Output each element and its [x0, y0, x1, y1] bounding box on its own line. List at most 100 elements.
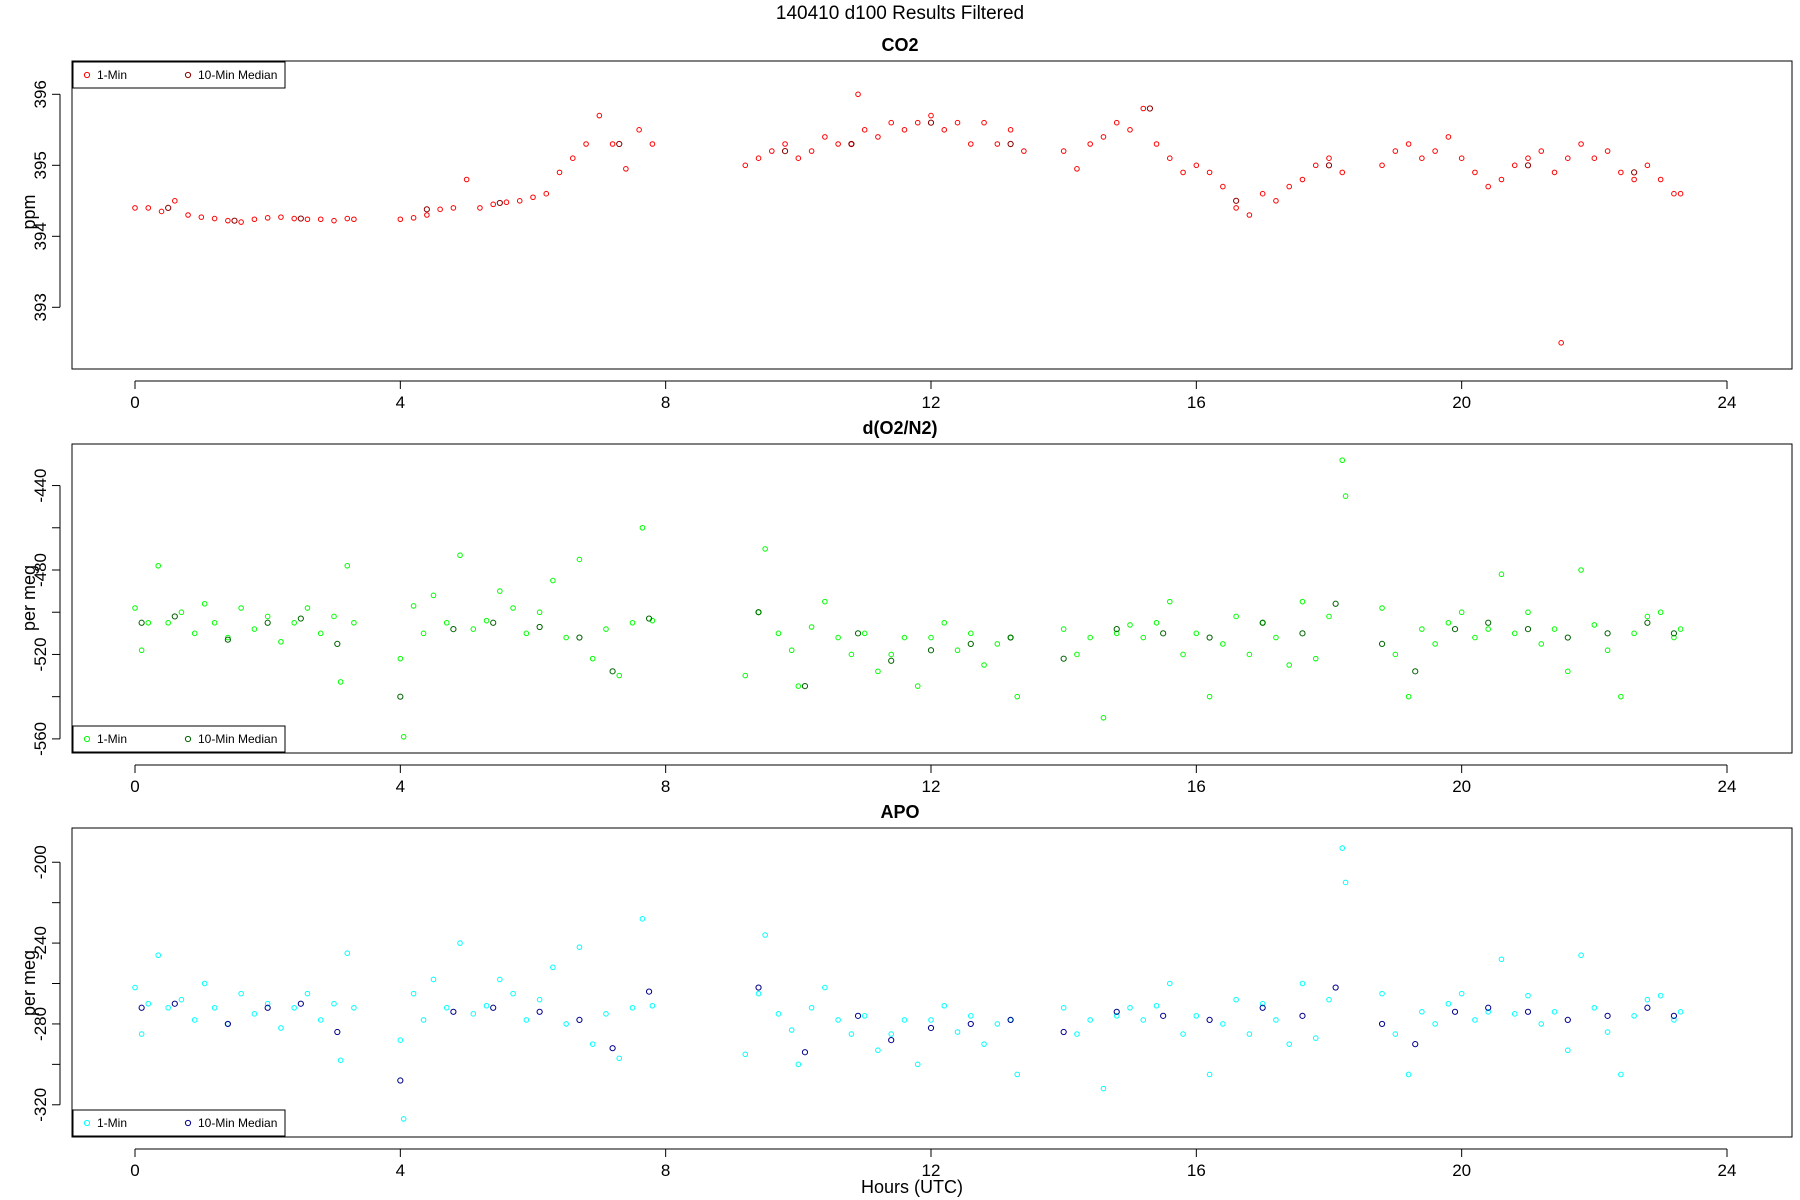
data-point: [238, 990, 244, 997]
data-point: [1538, 641, 1545, 647]
x-tick-label: 0: [130, 777, 139, 796]
data-point: [808, 148, 815, 154]
data-point: [981, 662, 987, 668]
data-point: [543, 190, 550, 197]
data-point: [1419, 626, 1425, 632]
data-point: [1273, 1017, 1279, 1023]
median-point: [1631, 169, 1638, 176]
data-point: [225, 634, 231, 641]
data-point: [1021, 148, 1027, 154]
data-point: [1100, 714, 1107, 721]
data-point: [1392, 651, 1399, 658]
data-point: [629, 619, 636, 626]
median-point: [165, 204, 172, 211]
data-point: [861, 127, 868, 133]
median-point: [1325, 162, 1333, 169]
data-point: [775, 630, 782, 637]
data-point: [1326, 155, 1332, 161]
data-point: [968, 630, 974, 637]
data-point: [795, 1061, 802, 1068]
data-point: [788, 647, 795, 654]
data-point: [490, 201, 497, 208]
data-point: [994, 1021, 1001, 1027]
data-point: [775, 1011, 782, 1017]
data-point: [1551, 1009, 1558, 1015]
data-point: [304, 990, 311, 997]
data-point: [211, 215, 218, 222]
data-point: [291, 619, 298, 626]
median-point: [888, 1037, 895, 1044]
median-point: [967, 640, 974, 647]
median-point: [1644, 1004, 1651, 1011]
median-point: [496, 199, 503, 207]
median-point: [1299, 1012, 1306, 1019]
data-point: [875, 1047, 881, 1054]
legend-marker-1min: [83, 735, 91, 743]
data-point: [855, 91, 861, 98]
x-tick-label: 24: [1718, 777, 1737, 796]
data-point: [1445, 619, 1452, 626]
data-point: [1618, 693, 1624, 700]
x-tick-label: 4: [396, 777, 405, 796]
data-point: [795, 155, 802, 161]
median-point: [1378, 640, 1386, 647]
data-point: [1392, 148, 1399, 154]
do2n2-panel: d(O2/N2) per meg 0 4 8 12 16 20 24 -560 -520 -480…: [19, 418, 1793, 796]
data-point: [1618, 1071, 1624, 1078]
data-point: [1100, 134, 1107, 140]
data-point: [1445, 1000, 1452, 1007]
data-point: [410, 990, 417, 997]
median-point: [1060, 655, 1067, 662]
median-point: [1160, 630, 1167, 637]
median-point: [1378, 1020, 1386, 1028]
data-point: [616, 672, 623, 679]
median-point: [1007, 1016, 1014, 1023]
data-point: [928, 1017, 934, 1023]
median-point: [138, 1004, 145, 1011]
data-point: [1206, 1071, 1213, 1078]
x-tick-label: 12: [922, 393, 941, 412]
data-point: [530, 194, 536, 201]
median-point: [1564, 634, 1571, 641]
data-point: [510, 605, 516, 611]
data-point: [1286, 662, 1292, 668]
median-point: [1206, 1016, 1213, 1023]
median-point: [1259, 619, 1266, 626]
figure-title: 140410 d100 Results Filtered: [776, 3, 1024, 24]
data-point: [603, 626, 609, 632]
median-point: [171, 613, 178, 620]
data-point: [835, 634, 841, 641]
median-point: [1451, 626, 1459, 633]
data-point: [1578, 141, 1584, 147]
data-point: [762, 546, 768, 552]
y-tick-label: 395: [31, 151, 50, 179]
data-point: [201, 600, 208, 607]
data-point: [1060, 626, 1067, 632]
data-point: [1220, 641, 1226, 647]
data-point: [1405, 141, 1412, 147]
legend-label-1min: 1-Min: [97, 68, 127, 82]
legend-label-median: 10-Min Median: [198, 1116, 277, 1130]
data-point: [1127, 1004, 1133, 1011]
data-point: [264, 215, 271, 221]
data-point: [603, 1011, 609, 1017]
plot-area: [71, 60, 1793, 370]
y-tick-label: -240: [31, 926, 50, 960]
data-point: [497, 588, 503, 594]
data-point: [523, 1017, 530, 1023]
median-point: [755, 984, 762, 991]
data-point: [155, 952, 162, 959]
median-point: [1670, 1012, 1678, 1019]
data-point: [1511, 630, 1518, 637]
x-tick-label: 0: [130, 393, 139, 412]
data-point: [430, 976, 437, 983]
data-point: [1220, 183, 1226, 190]
data-point: [1677, 190, 1684, 197]
data-point: [420, 1017, 427, 1023]
data-point: [1312, 655, 1319, 662]
data-point: [397, 655, 404, 662]
data-point: [1644, 613, 1651, 620]
data-point: [278, 638, 284, 645]
plot-area: [71, 827, 1793, 1138]
data-point: [251, 216, 258, 223]
